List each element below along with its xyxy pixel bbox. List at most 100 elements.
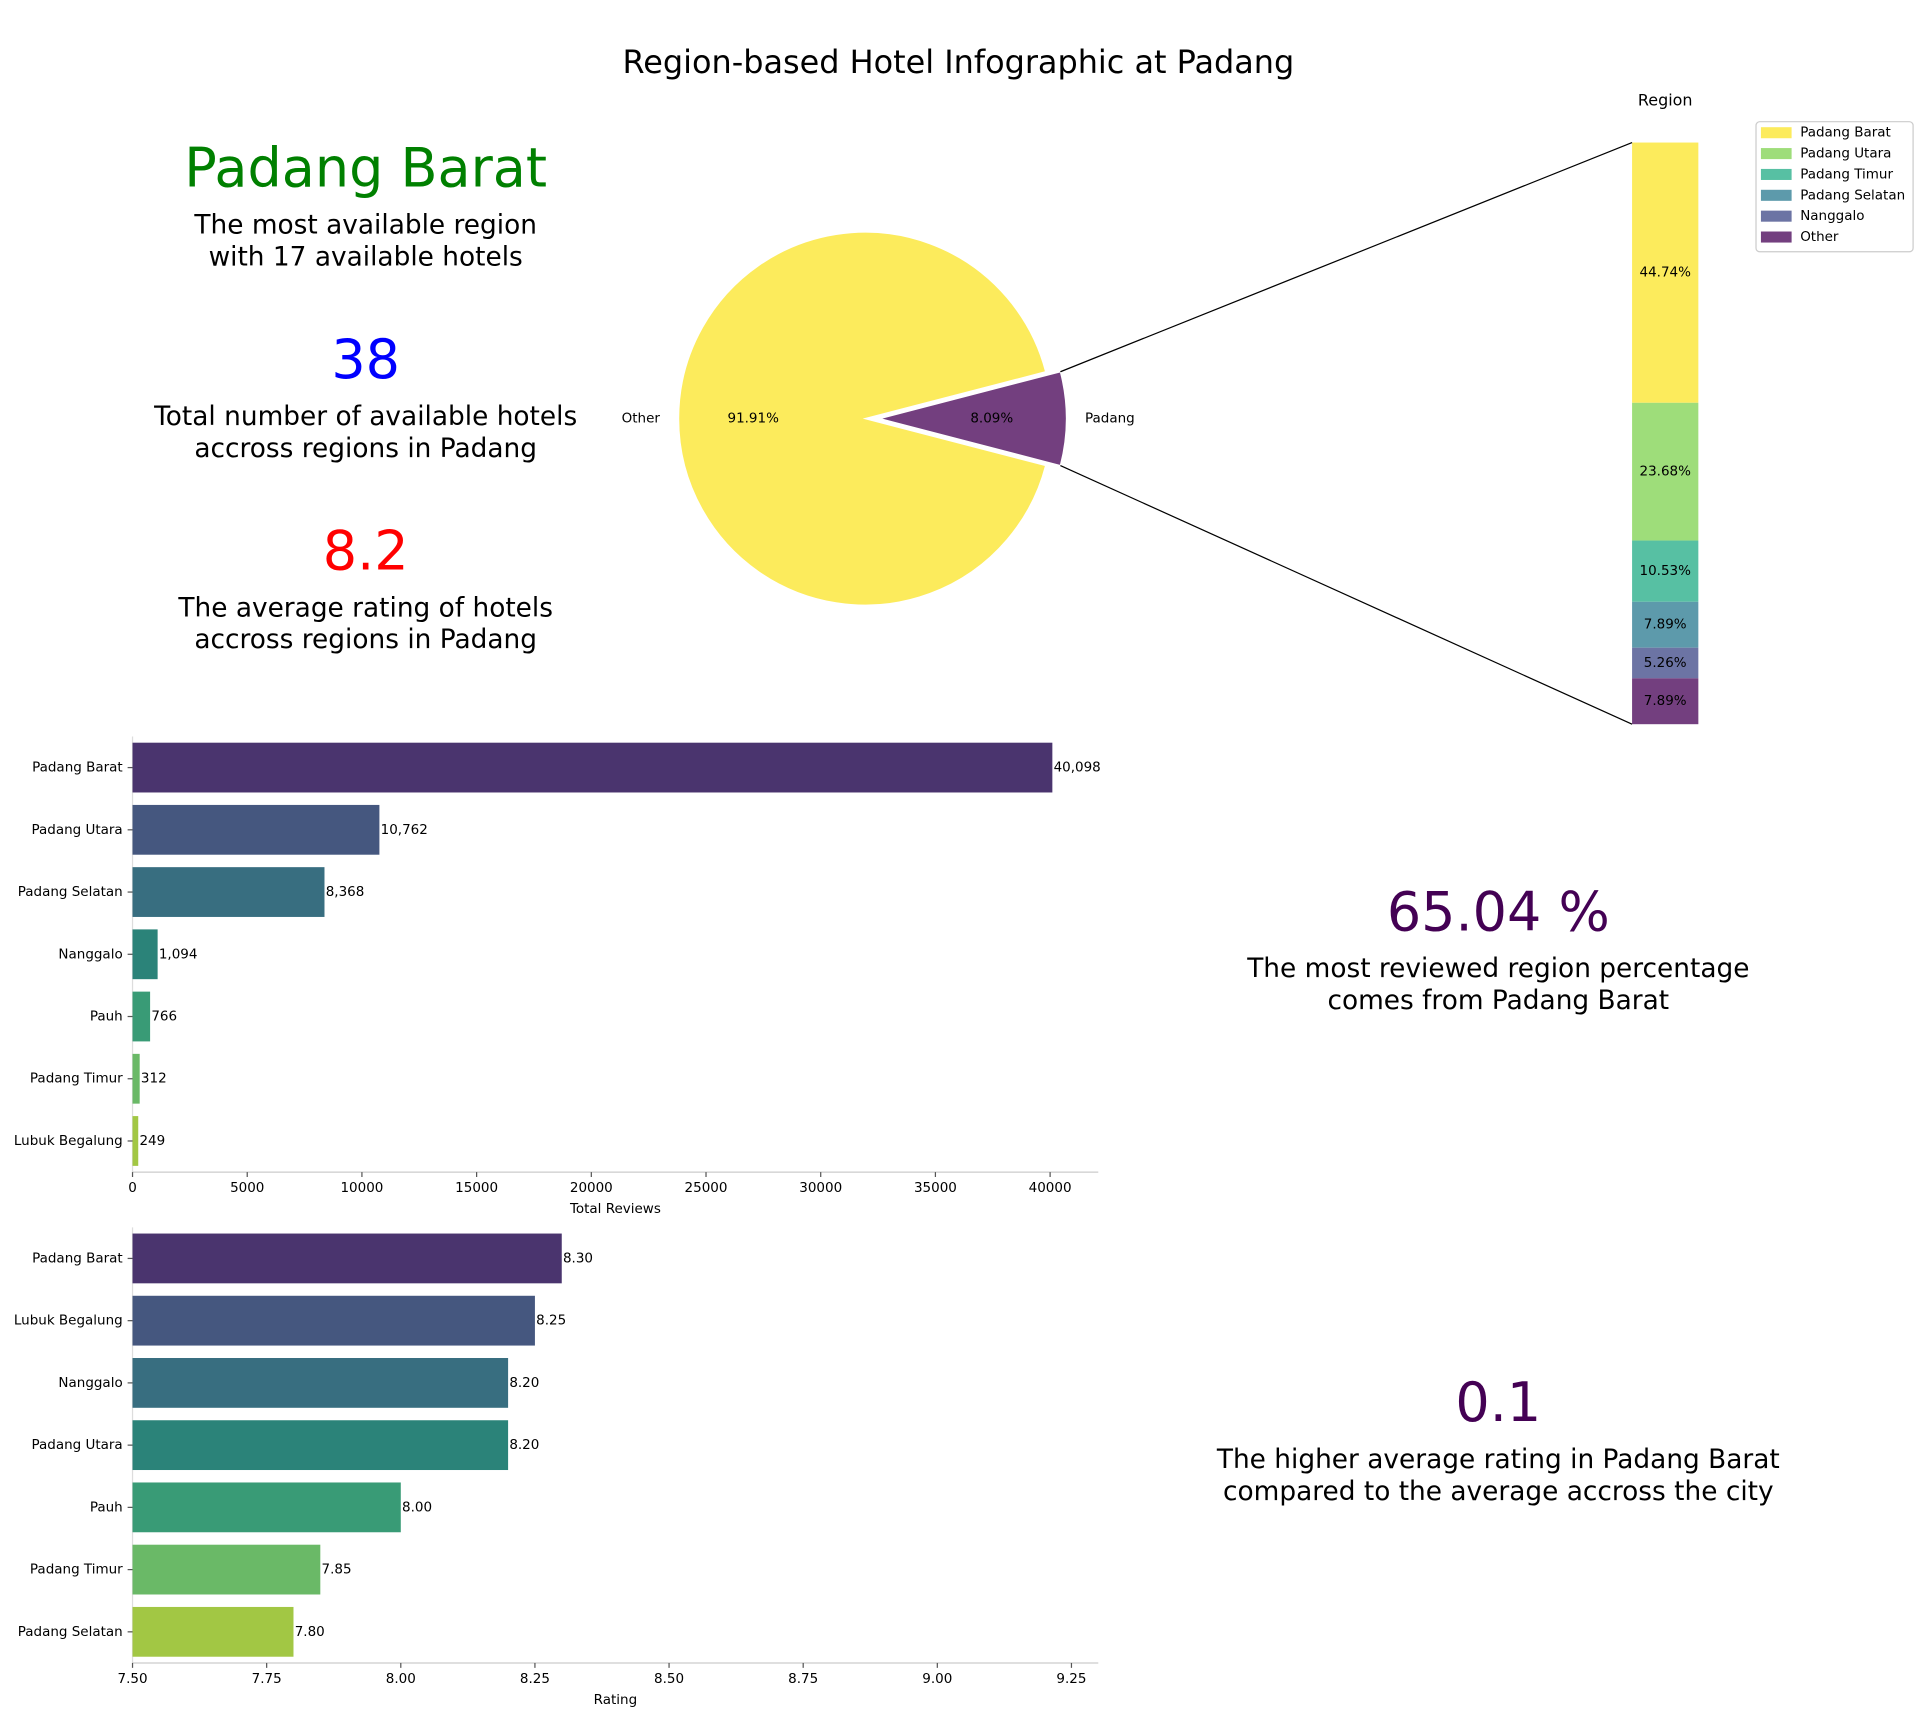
bar-value-label: 249 [139, 1133, 165, 1149]
bar [132, 929, 158, 980]
legend-swatch [1760, 148, 1792, 160]
stack-segment [1632, 678, 1699, 725]
x-tick-label: 15000 [455, 1180, 498, 1196]
y-tick-label: Pauh [90, 1009, 123, 1025]
bar-value-label: 40,098 [1054, 760, 1101, 776]
segment-label: 7.89% [1644, 693, 1687, 709]
bar [132, 1053, 140, 1104]
bar-value-label: 8,368 [326, 884, 365, 900]
x-tick-label: 5000 [230, 1180, 264, 1196]
bar-value-label: 8.00 [402, 1499, 432, 1515]
y-tick-label: Padang Timur [30, 1562, 123, 1578]
legend-label: Padang Utara [1800, 146, 1891, 162]
x-tick-label: 8.75 [788, 1671, 818, 1687]
legend-label: Padang Barat [1800, 125, 1891, 141]
legend-label: Nanggalo [1800, 208, 1864, 224]
pie-slice [877, 370, 1067, 467]
slice-value-label: 91.91% [727, 411, 779, 427]
legend-swatch [1760, 210, 1792, 222]
x-tick-label: 40000 [1029, 1180, 1072, 1196]
bar-value-label: 7.80 [295, 1624, 325, 1640]
highlight-value: 0.1 [1455, 1371, 1541, 1434]
y-tick-label: Padang Timur [30, 1071, 123, 1087]
y-tick-label: Padang Selatan [18, 1624, 123, 1640]
highlight-text: accross regions in Padang [194, 434, 537, 464]
y-tick-label: Nanggalo [58, 1375, 122, 1391]
y-tick-label: Padang Utara [31, 1437, 122, 1453]
highlight-value: 8.2 [323, 519, 409, 582]
y-tick-label: Padang Selatan [18, 884, 123, 900]
y-tick-label: Padang Barat [32, 760, 123, 776]
page-title: Region-based Hotel Infographic at Padang [623, 43, 1295, 81]
segment-label: 10.53% [1640, 563, 1692, 579]
x-tick-label: 7.75 [252, 1671, 282, 1687]
y-tick-label: Padang Barat [32, 1250, 123, 1266]
x-tick-label: 9.25 [1056, 1671, 1086, 1687]
highlight-text: The average rating of hotels [177, 593, 553, 623]
bar-value-label: 312 [141, 1071, 167, 1087]
y-tick-label: Nanggalo [58, 946, 122, 962]
stack-segment [1632, 647, 1699, 679]
x-tick-label: 7.50 [118, 1671, 148, 1687]
x-tick-label: 0 [128, 1180, 137, 1196]
slice-label: Other [622, 411, 661, 427]
legend-frame [1755, 121, 1914, 253]
slice-label: Padang [1085, 411, 1135, 427]
bar [132, 991, 151, 1042]
highlight-text: accross regions in Padang [194, 625, 537, 655]
x-tick-label: 10000 [340, 1180, 383, 1196]
bar [132, 804, 380, 855]
x-axis-title: Total Reviews [569, 1201, 661, 1217]
slice-value-label: 8.09% [970, 411, 1013, 427]
bar-value-label: 7.85 [322, 1562, 352, 1578]
bar-value-label: 8.20 [509, 1437, 539, 1453]
highlight-text: with 17 available hotels [209, 242, 523, 272]
bar [132, 1358, 509, 1408]
x-axis-title: Rating [594, 1692, 637, 1708]
x-tick-label: 35000 [914, 1180, 957, 1196]
legend-label: Other [1800, 229, 1839, 245]
x-tick-label: 30000 [799, 1180, 842, 1196]
x-tick-label: 9.00 [922, 1671, 952, 1687]
bar [132, 1606, 294, 1657]
y-tick-label: Padang Utara [31, 822, 122, 838]
segment-label: 23.68% [1640, 464, 1692, 480]
legend-label: Padang Selatan [1800, 187, 1905, 203]
bar [132, 1420, 509, 1471]
x-tick-label: 25000 [685, 1180, 728, 1196]
bar [132, 1482, 401, 1533]
highlight-value: 65.04 % [1387, 880, 1610, 943]
highlight-value: 38 [331, 328, 400, 391]
bar [132, 1233, 562, 1284]
bar-value-label: 10,762 [381, 822, 428, 838]
highlight-text: comes from Padang Barat [1327, 986, 1669, 1016]
stack-segment [1632, 402, 1699, 541]
y-tick-label: Lubuk Begalung [14, 1133, 123, 1149]
highlight-text: Total number of available hotels [153, 402, 577, 432]
bar [132, 867, 325, 917]
highlight-text: The most available region [193, 210, 537, 240]
connector-line [1060, 464, 1633, 725]
x-tick-label: 20000 [570, 1180, 613, 1196]
bar-value-label: 8.30 [563, 1250, 593, 1266]
bar-value-label: 1,094 [159, 946, 198, 962]
segment-label: 44.74% [1640, 265, 1692, 281]
highlight-text: The higher average rating in Padang Bara… [1216, 1445, 1780, 1475]
highlight-value: Padang Barat [184, 137, 547, 200]
x-tick-label: 8.25 [520, 1671, 550, 1687]
segment-label: 7.89% [1644, 617, 1687, 633]
bar-value-label: 8.20 [509, 1375, 539, 1391]
x-tick-label: 8.50 [654, 1671, 684, 1687]
y-tick-label: Lubuk Begalung [14, 1313, 123, 1329]
pie-slice [678, 231, 1047, 606]
y-tick-label: Pauh [90, 1499, 123, 1515]
bar [132, 1116, 139, 1166]
legend-swatch [1760, 127, 1792, 139]
bar-value-label: 766 [151, 1009, 177, 1025]
legend-swatch [1760, 168, 1792, 180]
stack-segment [1632, 540, 1699, 602]
stack-title: Region [1638, 90, 1693, 109]
legend-label: Padang Timur [1800, 166, 1893, 182]
stack-segment [1632, 142, 1699, 403]
